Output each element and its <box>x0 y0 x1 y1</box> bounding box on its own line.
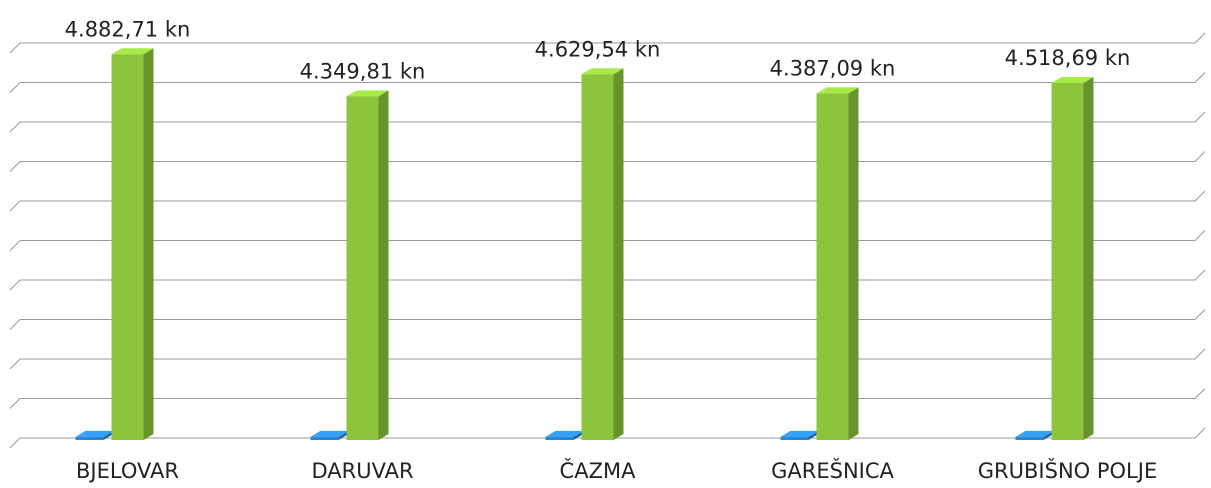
bar <box>75 430 114 440</box>
bar-face <box>816 93 849 440</box>
bar-face <box>1083 77 1094 440</box>
bar-face <box>581 68 624 75</box>
bar-face <box>1051 83 1084 440</box>
bar-face <box>111 48 154 55</box>
bar-face <box>545 430 584 437</box>
bar-face <box>310 430 349 437</box>
bar-face <box>573 430 584 440</box>
bar-face <box>143 48 154 441</box>
bar-face <box>816 87 859 94</box>
bar <box>111 48 154 441</box>
bar-face <box>103 430 114 440</box>
bar-face <box>581 74 614 440</box>
x-tick-label: DARUVAR <box>311 459 413 483</box>
value-label: 4.387,09 kn <box>770 56 896 80</box>
x-tick-label: BJELOVAR <box>76 459 179 483</box>
bar-face <box>1051 77 1094 84</box>
bar <box>310 430 349 440</box>
bar-face <box>780 430 819 437</box>
x-tick-label: GAREŠNICA <box>771 458 894 483</box>
bar-face <box>310 436 339 440</box>
bar <box>780 430 819 440</box>
value-label: 4.629,54 kn <box>535 37 661 61</box>
bar <box>581 68 624 440</box>
bar-face <box>75 430 114 437</box>
bar-face <box>613 68 624 440</box>
bar-face <box>1043 430 1054 440</box>
bar-face <box>338 430 349 440</box>
bar-face <box>346 96 379 440</box>
bar-face <box>346 90 389 97</box>
bar <box>1015 430 1054 440</box>
grid-line <box>9 32 1206 54</box>
bar-face <box>111 54 144 441</box>
value-label: 4.518,69 kn <box>1005 46 1131 70</box>
bar-face <box>1015 430 1054 437</box>
bar <box>816 87 859 440</box>
bar-face <box>808 430 819 440</box>
bar-face <box>780 436 809 440</box>
bar-face <box>75 436 104 440</box>
value-label: 4.349,81 kn <box>300 59 426 83</box>
bar-face <box>1015 436 1044 440</box>
bar-face <box>378 90 389 440</box>
bar-face <box>848 87 859 440</box>
value-label: 4.882,71 kn <box>65 17 191 41</box>
bar <box>1051 77 1094 440</box>
x-tick-label: GRUBIŠNO POLJE <box>978 458 1157 483</box>
bar-face <box>545 436 574 440</box>
bar <box>545 430 584 440</box>
x-tick-label: ČAZMA <box>560 458 637 483</box>
bar <box>346 90 389 440</box>
